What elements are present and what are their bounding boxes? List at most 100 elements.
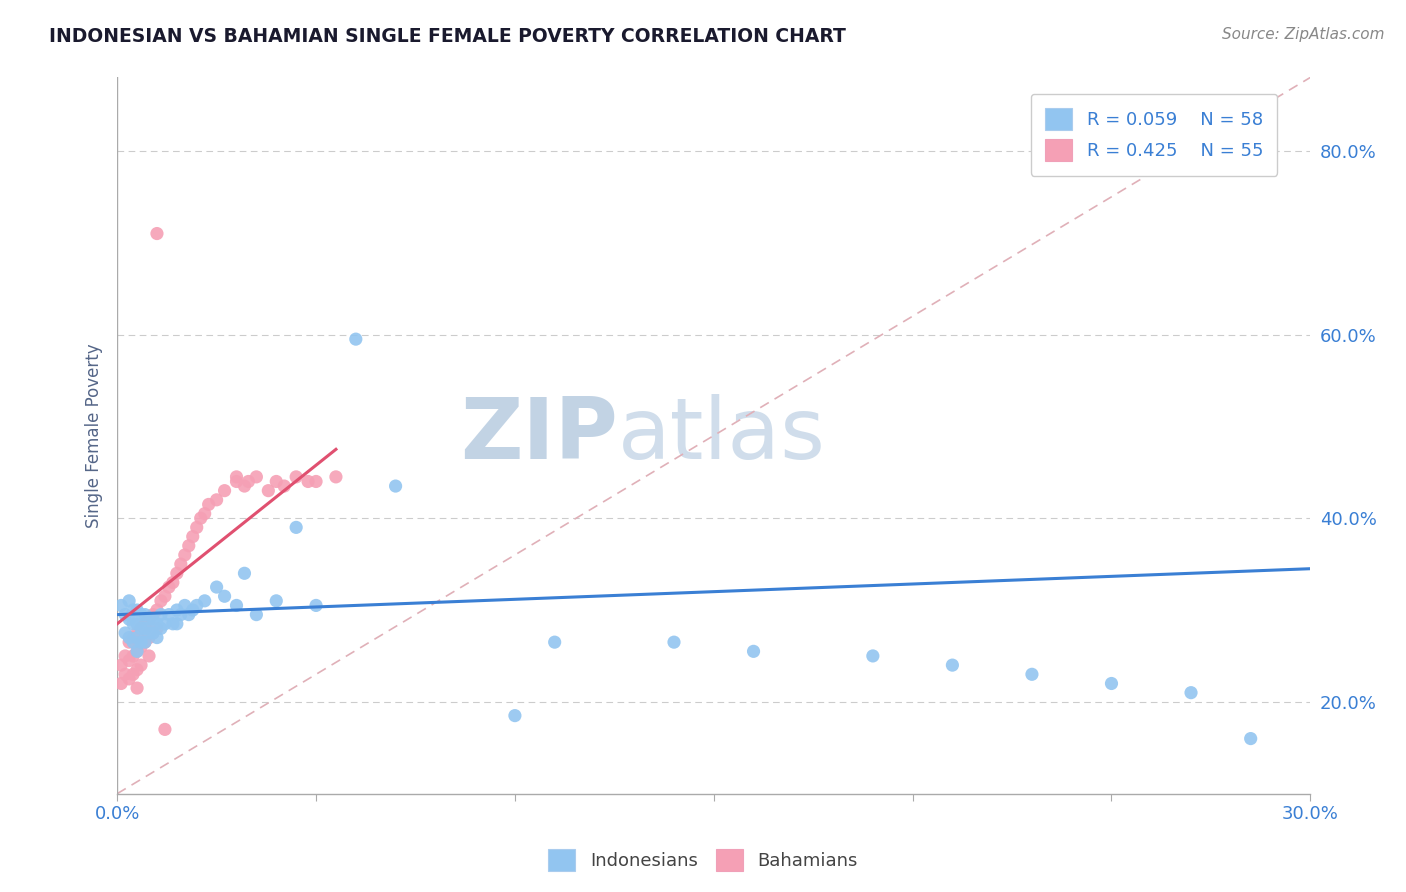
Point xyxy=(384,479,406,493)
Point xyxy=(166,566,188,581)
Point xyxy=(205,580,228,594)
Point xyxy=(138,612,160,626)
Point xyxy=(325,470,347,484)
Point xyxy=(194,594,217,608)
Point xyxy=(173,599,195,613)
Point xyxy=(146,227,169,241)
Point xyxy=(238,475,260,489)
Point xyxy=(134,607,156,622)
Point xyxy=(305,599,328,613)
Point xyxy=(177,539,200,553)
Point xyxy=(225,470,247,484)
Point xyxy=(1180,686,1202,700)
Point xyxy=(285,470,308,484)
Point xyxy=(149,621,172,635)
Point xyxy=(114,648,136,663)
Point xyxy=(122,616,145,631)
Point xyxy=(162,575,184,590)
Point xyxy=(110,676,132,690)
Point xyxy=(190,511,212,525)
Point xyxy=(118,631,141,645)
Point xyxy=(149,607,172,622)
Point xyxy=(153,616,176,631)
Point xyxy=(110,599,132,613)
Point xyxy=(122,667,145,681)
Point xyxy=(862,648,884,663)
Point xyxy=(142,612,165,626)
Point xyxy=(181,603,204,617)
Point xyxy=(125,644,148,658)
Point xyxy=(118,672,141,686)
Point xyxy=(153,723,176,737)
Point xyxy=(214,589,236,603)
Point xyxy=(225,475,247,489)
Point xyxy=(138,626,160,640)
Point xyxy=(129,621,152,635)
Point xyxy=(110,658,132,673)
Point xyxy=(134,616,156,631)
Text: INDONESIAN VS BAHAMIAN SINGLE FEMALE POVERTY CORRELATION CHART: INDONESIAN VS BAHAMIAN SINGLE FEMALE POV… xyxy=(49,27,846,45)
Y-axis label: Single Female Poverty: Single Female Poverty xyxy=(86,343,103,528)
Point xyxy=(114,607,136,622)
Point xyxy=(146,631,169,645)
Point xyxy=(129,635,152,649)
Point xyxy=(1101,676,1123,690)
Point xyxy=(186,520,208,534)
Point xyxy=(125,626,148,640)
Point xyxy=(138,612,160,626)
Point xyxy=(245,607,267,622)
Point xyxy=(138,648,160,663)
Point xyxy=(264,594,287,608)
Point xyxy=(166,616,188,631)
Point xyxy=(142,626,165,640)
Text: Source: ZipAtlas.com: Source: ZipAtlas.com xyxy=(1222,27,1385,42)
Point xyxy=(205,492,228,507)
Point xyxy=(344,332,367,346)
Point xyxy=(114,667,136,681)
Point xyxy=(122,631,145,645)
Point xyxy=(305,475,328,489)
Point xyxy=(134,621,156,635)
Point xyxy=(177,607,200,622)
Point xyxy=(134,635,156,649)
Point xyxy=(146,603,169,617)
Text: atlas: atlas xyxy=(619,394,827,477)
Point xyxy=(503,708,526,723)
Point xyxy=(138,631,160,645)
Point xyxy=(118,654,141,668)
Point xyxy=(157,580,180,594)
Point xyxy=(297,475,319,489)
Point xyxy=(129,640,152,654)
Point xyxy=(166,603,188,617)
Point xyxy=(122,648,145,663)
Point xyxy=(125,616,148,631)
Point xyxy=(233,479,256,493)
Point xyxy=(173,548,195,562)
Point xyxy=(149,594,172,608)
Point xyxy=(194,507,217,521)
Point xyxy=(122,635,145,649)
Point xyxy=(125,603,148,617)
Point xyxy=(122,603,145,617)
Point xyxy=(285,520,308,534)
Point xyxy=(273,479,295,493)
Point xyxy=(146,621,169,635)
Point xyxy=(662,635,685,649)
Point xyxy=(129,621,152,635)
Point xyxy=(170,557,193,571)
Point xyxy=(162,616,184,631)
Legend: Indonesians, Bahamians: Indonesians, Bahamians xyxy=(541,842,865,879)
Point xyxy=(129,607,152,622)
Point xyxy=(197,497,219,511)
Point xyxy=(118,612,141,626)
Point xyxy=(125,681,148,695)
Point xyxy=(125,631,148,645)
Point xyxy=(118,594,141,608)
Point xyxy=(114,626,136,640)
Point xyxy=(1021,667,1043,681)
Point xyxy=(170,607,193,622)
Legend: R = 0.059    N = 58, R = 0.425    N = 55: R = 0.059 N = 58, R = 0.425 N = 55 xyxy=(1031,94,1278,176)
Point xyxy=(134,635,156,649)
Point xyxy=(544,635,567,649)
Point xyxy=(225,599,247,613)
